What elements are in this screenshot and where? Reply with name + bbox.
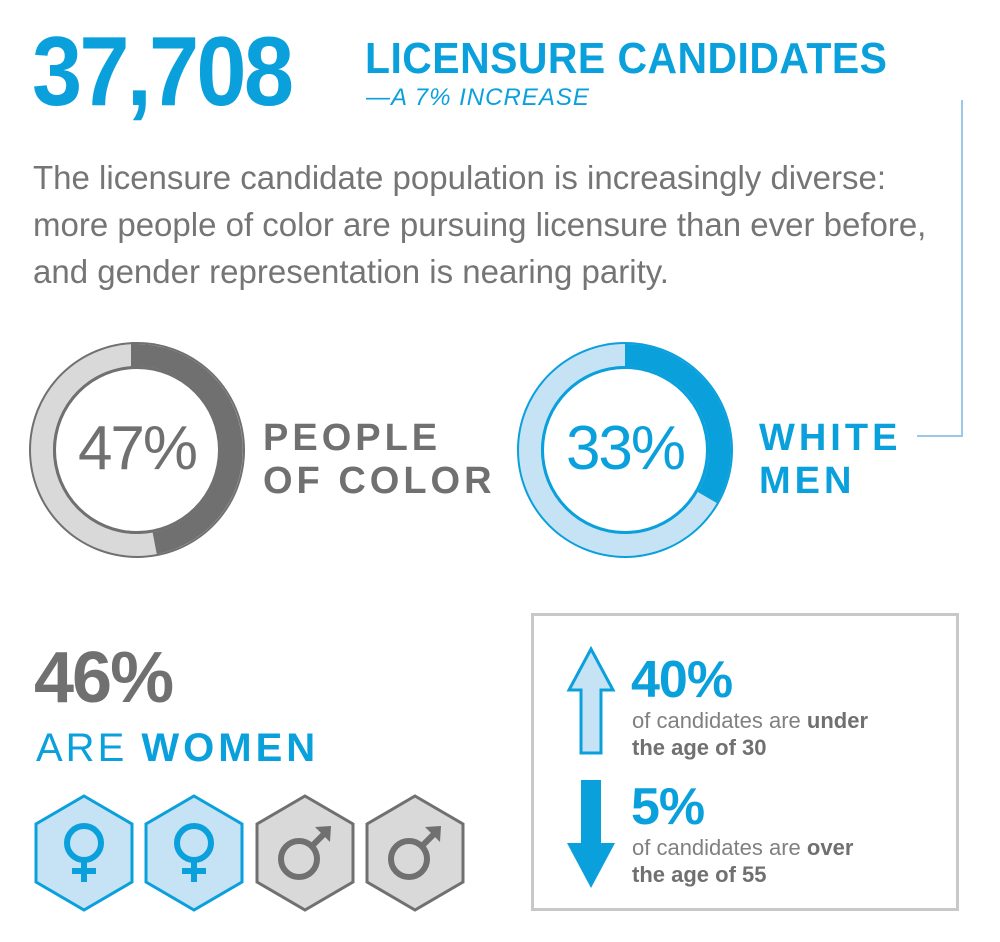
desc-prefix: of candidates are <box>632 835 807 860</box>
donut-chart-white-men: 33% <box>515 340 735 560</box>
label-line-1: PEOPLE <box>263 417 442 459</box>
donut-category-white-men: WHITE MEN <box>759 417 901 503</box>
male-hexagon <box>363 793 467 913</box>
women-caption-bold: WOMEN <box>141 726 320 770</box>
intro-paragraph: The licensure candidate population is in… <box>33 159 927 290</box>
female-hexagon <box>142 793 246 913</box>
male-hexagon <box>253 793 357 913</box>
donut-value-people-of-color: 47% <box>77 414 198 483</box>
arrow-down-icon <box>567 780 615 888</box>
desc-bold: under <box>806 708 869 733</box>
female-hexagon <box>32 793 136 913</box>
donut-category-people-of-color: PEOPLE OF COLOR <box>263 417 496 503</box>
age-stats-box: 40% of candidates are under the age of 3… <box>531 613 959 911</box>
arrow-up-icon <box>566 646 616 755</box>
female-icon <box>34 794 134 912</box>
under-30-percentage: 40% <box>631 651 733 709</box>
male-icon <box>255 794 355 912</box>
desc-prefix: of candidates are <box>632 708 807 733</box>
total-candidates-number: 37,708 <box>32 16 294 126</box>
women-percentage: 46% <box>34 638 174 718</box>
desc-bold: over <box>806 835 854 860</box>
label-line-2: OF COLOR <box>263 460 496 502</box>
headline-title: LICENSURE CANDIDATES <box>365 34 888 83</box>
desc-bold-line2: the age of 55 <box>632 862 767 887</box>
donut-chart-people-of-color: 47% <box>27 340 247 560</box>
label-line-1: WHITE <box>759 417 902 459</box>
over-55-percentage: 5% <box>631 778 705 836</box>
female-icon <box>144 794 244 912</box>
connector-line-vertical <box>961 100 963 437</box>
under-30-description: of candidates are under the age of 30 <box>632 707 868 761</box>
women-caption: ARE WOMEN <box>36 728 319 768</box>
connector-line-horizontal <box>917 435 963 437</box>
over-55-description: of candidates are over the age of 55 <box>632 834 853 888</box>
desc-bold-line2: the age of 30 <box>632 735 767 760</box>
male-icon <box>365 794 465 912</box>
label-line-2: MEN <box>759 460 856 502</box>
women-caption-prefix: ARE <box>36 726 128 770</box>
donut-ring <box>517 342 733 558</box>
donut-value-white-men: 33% <box>565 414 686 483</box>
donut-ring <box>29 342 245 558</box>
headline-subtitle: —A 7% INCREASE <box>366 84 590 111</box>
